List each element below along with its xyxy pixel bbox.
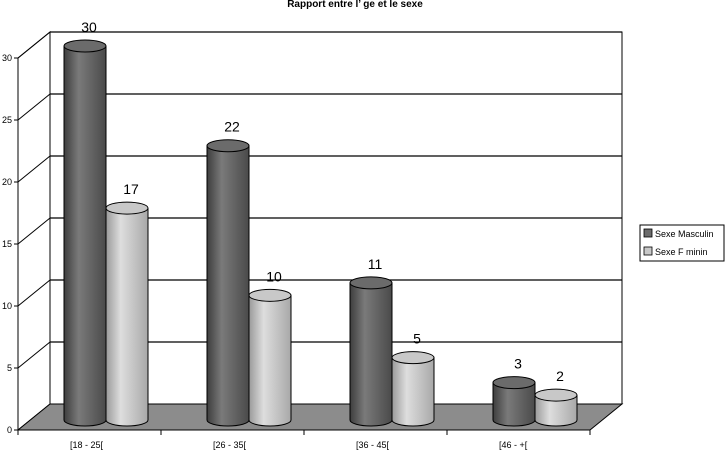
data-label: 22: [224, 119, 240, 135]
y-tick-label: 25: [2, 115, 12, 125]
x-tick-label: [46 - +[: [499, 440, 528, 450]
gridline-side: [17, 279, 51, 307]
legend: Sexe Masculin Sexe F minin: [639, 224, 725, 262]
data-labels: 30 17 22 10 11 5 3 2: [81, 19, 564, 384]
bar-top: [206, 139, 250, 153]
bar-top: [248, 288, 292, 302]
bar-top: [391, 351, 435, 365]
bars: [63, 39, 578, 427]
bar: [206, 139, 250, 427]
data-label: 10: [266, 268, 282, 284]
legend-box: [639, 224, 725, 262]
bar-body: [206, 145, 250, 427]
x-tick-label: [36 - 45[: [356, 440, 390, 450]
y-tick-label: 30: [2, 53, 12, 63]
bar: [391, 351, 435, 427]
legend-swatch-1: [643, 246, 653, 256]
legend-swatch-0: [643, 228, 653, 238]
bar-body: [534, 394, 578, 427]
bar-top: [105, 201, 149, 215]
bar-top: [63, 39, 107, 53]
legend-label-0: Sexe Masculin: [655, 229, 714, 239]
bar-body: [492, 382, 536, 427]
bar: [248, 288, 292, 427]
bar-top: [534, 388, 578, 402]
bar: [534, 388, 578, 427]
bar: [349, 276, 393, 427]
y-tick-label: 5: [7, 363, 12, 373]
y-tick-label: 15: [2, 239, 12, 249]
bar-body: [105, 207, 149, 427]
y-tick-label: 0: [7, 425, 12, 435]
gridline-side: [17, 31, 51, 59]
data-label: 3: [514, 356, 522, 372]
gridline-side: [17, 155, 51, 183]
x-tick-label: [26 - 35[: [213, 440, 247, 450]
gridline-side: [17, 93, 51, 121]
x-tick-label: [18 - 25[: [70, 440, 104, 450]
bar-top: [492, 376, 536, 390]
bar-body: [63, 45, 107, 427]
y-tick-label: 10: [2, 301, 12, 311]
bar: [63, 39, 107, 427]
x-axis: [18 - 25[ [26 - 35[ [36 - 45[ [46 - +[: [17, 429, 591, 450]
data-label: 2: [556, 368, 564, 384]
chart-title: Rapport entre l’ ge et le sexe: [287, 0, 423, 10]
gridline-side: [17, 217, 51, 245]
gridline-side: [17, 341, 51, 369]
bar-body: [248, 294, 292, 427]
bar-body: [349, 282, 393, 427]
bar-top: [349, 276, 393, 290]
data-label: 11: [368, 256, 383, 272]
bar: [492, 376, 536, 427]
bar: [105, 201, 149, 427]
y-tick-label: 20: [2, 177, 12, 187]
legend-label-1: Sexe F minin: [655, 247, 708, 257]
data-label: 17: [123, 181, 139, 197]
bar-body: [391, 357, 435, 427]
data-label: 5: [413, 331, 421, 347]
data-label: 30: [81, 19, 97, 35]
y-axis: 0 5 10 15 20 25 30: [2, 53, 19, 435]
